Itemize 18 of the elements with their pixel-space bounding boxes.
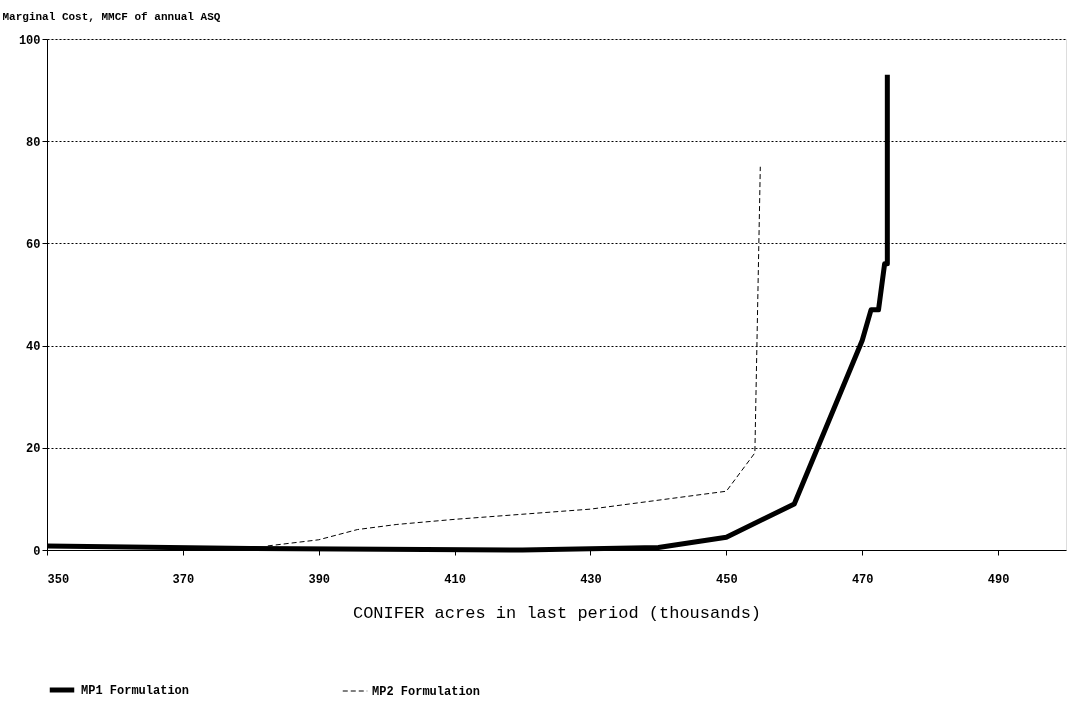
y-tick-label: 20 (26, 442, 41, 457)
x-tick-label: 490 (987, 572, 1010, 587)
y-tick-label: 0 (33, 544, 41, 559)
y-axis-title: Marginal Cost, MMCF of annual ASQ (2, 10, 221, 23)
x-tick-label: 470 (851, 572, 874, 587)
x-tick-label: 410 (444, 572, 466, 587)
legend-label: MP2 Formulation (372, 685, 481, 699)
legend-label: MP1 Formulation (81, 684, 190, 698)
x-tick-label: 450 (716, 572, 738, 587)
x-tick-label: 430 (580, 572, 602, 587)
x-tick-label: 350 (47, 572, 70, 587)
x-tick-label: 370 (172, 572, 195, 587)
x-axis-title: CONIFER acres in last period (thousands) (352, 603, 762, 623)
y-tick-label: 60 (26, 237, 41, 252)
x-tick-label: 390 (308, 572, 331, 587)
y-tick-label: 80 (26, 135, 41, 150)
y-tick-label: 100 (18, 33, 41, 48)
y-tick-label: 40 (26, 340, 41, 355)
